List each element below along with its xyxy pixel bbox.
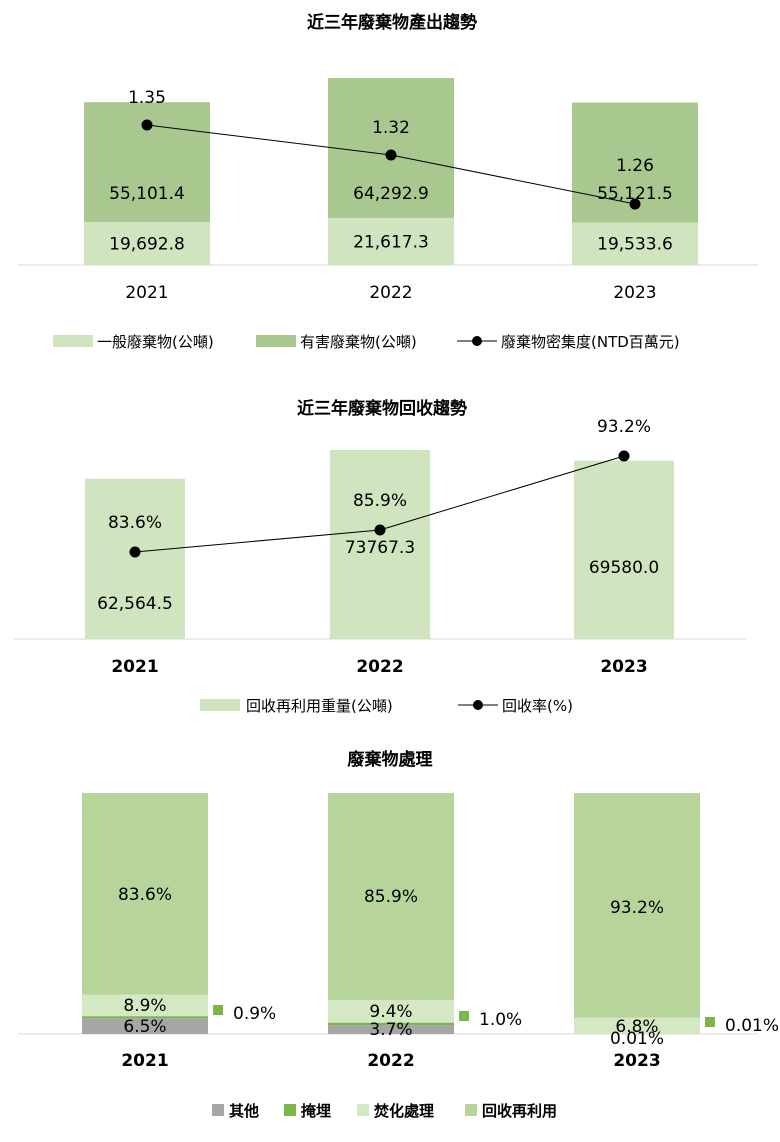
legend-intensity: 廢棄物密集度(NTD百萬元) [501, 333, 680, 351]
label-recycled-2023: 69580.0 [589, 558, 659, 578]
label-landfill-2023: 0.01% [725, 1016, 779, 1036]
label-intensity-2023: 1.26 [616, 156, 654, 176]
point-rate-2023 [618, 450, 630, 462]
bar-recycling-2022 [328, 793, 454, 1001]
marker-landfill-2023 [705, 1017, 715, 1027]
marker-landfill-2021 [213, 1005, 223, 1015]
label-recycled-2022: 73767.3 [345, 538, 415, 558]
tick-2022: 2022 [356, 657, 403, 677]
tick-2021: 2021 [111, 657, 158, 677]
bar-general-2021 [84, 222, 210, 265]
legend-intensity-marker [472, 336, 482, 346]
bar-general-2022 [328, 217, 454, 265]
legend-recycled-weight: 回收再利用重量(公噸) [246, 697, 393, 715]
marker-landfill-2022 [459, 1011, 469, 1021]
chart-waste-recycling: 近三年廢棄物回收趨勢 62,564.5 83.6% 73767.3 85.9% 6958… [14, 398, 746, 715]
tick-2023: 2023 [613, 283, 656, 303]
label-incineration-2023: 6.8% [615, 1017, 658, 1037]
label-rate-2021: 83.6% [108, 513, 162, 533]
legend-hazardous-waste: 有害廢棄物(公噸) [300, 333, 417, 351]
bar-other-2021 [82, 1018, 208, 1034]
tick-2021: 2021 [125, 283, 168, 303]
bar-landfill-2021 [82, 1016, 208, 1019]
chart-waste-treatment: 廢棄物處理 83.6% 8.9%6.5% 0.9% 85.9% 9.4%3.7% 1.0%… [18, 749, 779, 1120]
legend-recycled-weight-swatch [200, 699, 240, 711]
label-intensity-2022: 1.32 [372, 118, 410, 138]
label-recycling-2022: 85.9% [364, 887, 418, 907]
label-landfill-2022: 1.0% [479, 1010, 522, 1030]
label-other-2023: 0.01% [610, 1029, 664, 1049]
label-hazardous-2021: 55,101.4 [109, 184, 185, 204]
label-recycled-2021: 62,564.5 [97, 594, 173, 614]
tick-2023: 2023 [613, 1051, 660, 1071]
label-incineration-2022: 9.4% [369, 1002, 412, 1022]
bar-landfill-2022 [328, 1022, 454, 1026]
point-intensity-2023 [629, 198, 641, 210]
legend-other: 其他 [229, 1102, 259, 1120]
legend-recycling: 回收再利用 [482, 1102, 557, 1120]
label-rate-2022: 85.9% [353, 491, 407, 511]
label-general-2023: 19,533.6 [597, 235, 673, 255]
bar-recycled-2022 [330, 450, 430, 639]
legend-general-waste-swatch [53, 335, 93, 347]
legend-incineration: 焚化處理 [373, 1102, 434, 1120]
legend-general-waste: 一般廢棄物(公噸) [97, 333, 214, 351]
tick-2023: 2023 [600, 657, 647, 677]
bar-incineration-2022 [328, 1000, 454, 1023]
tick-2022: 2022 [367, 1051, 414, 1071]
legend-landfill-swatch [284, 1104, 296, 1116]
label-incineration-2021: 8.9% [123, 996, 166, 1016]
point-intensity-2022 [385, 149, 397, 161]
point-rate-2021 [129, 546, 141, 558]
label-other-2021: 6.5% [123, 1017, 166, 1037]
legend-rate: 回收率(%) [502, 697, 573, 715]
label-landfill-2021: 0.9% [233, 1004, 276, 1024]
bar-recycling-2023 [574, 793, 700, 1018]
legend-hazardous-waste-swatch [256, 335, 296, 347]
label-other-2022: 3.7% [369, 1020, 412, 1040]
chart2-title: 近三年廢棄物回收趨勢 [297, 398, 467, 419]
bar-recycling-2021 [82, 793, 208, 995]
label-general-2021: 19,692.8 [109, 235, 185, 255]
legend-recycling-swatch [465, 1104, 477, 1116]
chart1-title: 近三年廢棄物產出趨勢 [307, 12, 477, 33]
legend-incineration-swatch [357, 1104, 369, 1116]
bar-hazardous-2022 [328, 78, 454, 218]
legend-other-swatch [212, 1104, 224, 1116]
chart2-legend: 回收再利用重量(公噸) 回收率(%) [200, 697, 573, 715]
point-rate-2022 [374, 524, 386, 536]
label-general-2022: 21,617.3 [353, 232, 429, 252]
legend-landfill: 掩埋 [301, 1102, 331, 1120]
bar-incineration-2023 [574, 1017, 700, 1034]
label-hazardous-2022: 64,292.9 [353, 184, 429, 204]
chart3-legend: 其他 掩埋 焚化處理 回收再利用 [212, 1102, 557, 1120]
bar-recycled-2023 [574, 460, 674, 639]
chart-waste-output: 近三年廢棄物產出趨勢 19,692.8 55,101.4 1.35 21,617.3 6… [18, 12, 758, 351]
bar-incineration-2021 [82, 994, 208, 1017]
point-intensity-2021 [141, 119, 153, 131]
tick-2022: 2022 [369, 283, 412, 303]
label-rate-2023: 93.2% [597, 417, 651, 437]
label-hazardous-2023: 55,121.5 [597, 184, 673, 204]
tick-2021: 2021 [121, 1051, 168, 1071]
bar-other-2022 [328, 1025, 454, 1034]
legend-rate-marker [473, 700, 483, 710]
label-intensity-2021: 1.35 [128, 88, 166, 108]
label-recycling-2023: 93.2% [610, 898, 664, 918]
label-recycling-2021: 83.6% [118, 885, 172, 905]
chart3-title: 廢棄物處理 [348, 749, 433, 770]
bar-general-2023 [572, 222, 698, 265]
bar-recycled-2021 [85, 478, 185, 639]
chart1-legend: 一般廢棄物(公噸) 有害廢棄物(公噸) 廢棄物密集度(NTD百萬元) [53, 333, 680, 351]
